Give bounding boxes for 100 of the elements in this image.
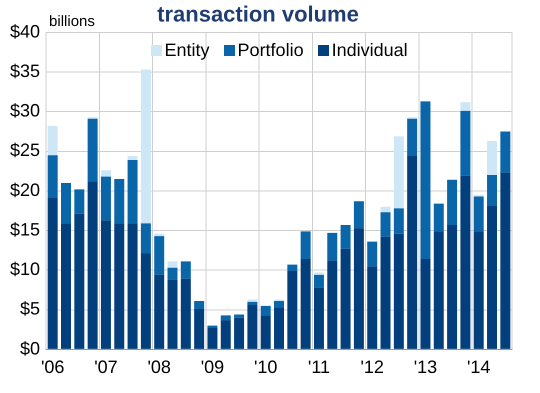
bar bbox=[460, 176, 470, 349]
bar bbox=[260, 306, 271, 316]
bar bbox=[460, 110, 470, 176]
bar bbox=[407, 156, 418, 349]
bar bbox=[314, 288, 324, 349]
bar bbox=[154, 274, 164, 349]
legend-label: Individual bbox=[332, 40, 408, 61]
y-tick-label: $35 bbox=[10, 60, 40, 81]
bar bbox=[140, 223, 151, 254]
bar bbox=[260, 315, 271, 349]
legend-label: Entity bbox=[164, 40, 210, 61]
bar bbox=[128, 156, 138, 160]
x-tick-label: '14 bbox=[466, 357, 490, 378]
y-tick-label: $0 bbox=[20, 338, 40, 358]
bar bbox=[487, 175, 498, 206]
bar bbox=[48, 197, 58, 349]
x-tick-label: '12 bbox=[360, 357, 384, 378]
bar bbox=[154, 234, 164, 236]
bar bbox=[61, 223, 71, 349]
bar bbox=[74, 214, 84, 349]
bar bbox=[61, 182, 71, 224]
bar bbox=[434, 231, 444, 349]
x-tick-label: '08 bbox=[147, 357, 171, 378]
bar bbox=[447, 180, 458, 225]
bar bbox=[140, 254, 151, 349]
bar bbox=[234, 314, 244, 318]
x-tick-label: '13 bbox=[414, 357, 438, 378]
bar bbox=[88, 181, 98, 349]
bar bbox=[447, 224, 458, 349]
bar bbox=[434, 204, 444, 232]
bar bbox=[420, 101, 430, 260]
bar bbox=[300, 231, 311, 260]
bar bbox=[48, 155, 58, 198]
bar bbox=[48, 126, 58, 156]
bar bbox=[500, 172, 510, 349]
bar bbox=[168, 280, 178, 349]
bar bbox=[487, 140, 498, 176]
x-tick-label: '06 bbox=[40, 357, 64, 378]
bar bbox=[380, 212, 391, 237]
bar bbox=[500, 131, 510, 173]
bar bbox=[460, 102, 470, 111]
y-tick-label: $20 bbox=[10, 180, 40, 200]
bar bbox=[274, 307, 284, 349]
bar bbox=[420, 259, 430, 349]
bar bbox=[287, 264, 298, 271]
bar bbox=[74, 189, 84, 214]
bar bbox=[274, 301, 284, 308]
legend-label: Portfolio bbox=[238, 40, 304, 61]
bar bbox=[487, 206, 498, 349]
bar bbox=[300, 259, 311, 349]
bar bbox=[340, 224, 351, 249]
bar bbox=[287, 270, 298, 349]
bar bbox=[327, 260, 338, 349]
bar bbox=[180, 261, 191, 279]
bar bbox=[207, 326, 218, 328]
bar bbox=[100, 220, 111, 349]
bar bbox=[380, 236, 391, 349]
bar bbox=[340, 248, 351, 349]
bar bbox=[154, 236, 164, 275]
bar bbox=[394, 208, 404, 234]
bar bbox=[194, 308, 204, 349]
bar bbox=[314, 274, 324, 288]
x-tick-label: '10 bbox=[254, 357, 278, 378]
y-tick-label: $25 bbox=[10, 140, 40, 160]
bar bbox=[247, 299, 258, 302]
x-tick-label: '11 bbox=[308, 357, 330, 378]
bar bbox=[114, 223, 124, 349]
bar bbox=[474, 196, 484, 232]
bar bbox=[247, 305, 258, 349]
y-tick-label: $15 bbox=[10, 219, 40, 240]
bar bbox=[128, 160, 138, 224]
bar bbox=[100, 176, 111, 220]
y-tick-label: $40 bbox=[10, 21, 40, 42]
bar bbox=[128, 223, 138, 349]
bar bbox=[354, 228, 364, 349]
x-tick-label: '09 bbox=[200, 357, 224, 378]
bar bbox=[247, 302, 258, 306]
bar bbox=[327, 232, 338, 261]
bar bbox=[394, 234, 404, 349]
bar bbox=[394, 136, 404, 208]
bar bbox=[407, 118, 418, 156]
bar bbox=[180, 278, 191, 349]
bar bbox=[168, 261, 178, 268]
y-tick-label: $30 bbox=[10, 100, 40, 121]
chart-title: transaction volume bbox=[157, 1, 359, 26]
bar bbox=[220, 315, 231, 320]
bar bbox=[234, 318, 244, 349]
bar bbox=[194, 301, 204, 309]
y-tick-label: $5 bbox=[20, 298, 40, 319]
bar bbox=[367, 242, 378, 266]
bar bbox=[88, 118, 98, 182]
bar bbox=[354, 201, 364, 228]
bar bbox=[114, 179, 124, 224]
x-tick-label: '07 bbox=[94, 357, 118, 378]
bar bbox=[207, 328, 218, 349]
y-axis-title: billions bbox=[49, 13, 95, 30]
bar bbox=[474, 231, 484, 349]
bar bbox=[220, 320, 231, 349]
bar bbox=[100, 170, 111, 177]
y-tick-label: $10 bbox=[10, 259, 40, 280]
